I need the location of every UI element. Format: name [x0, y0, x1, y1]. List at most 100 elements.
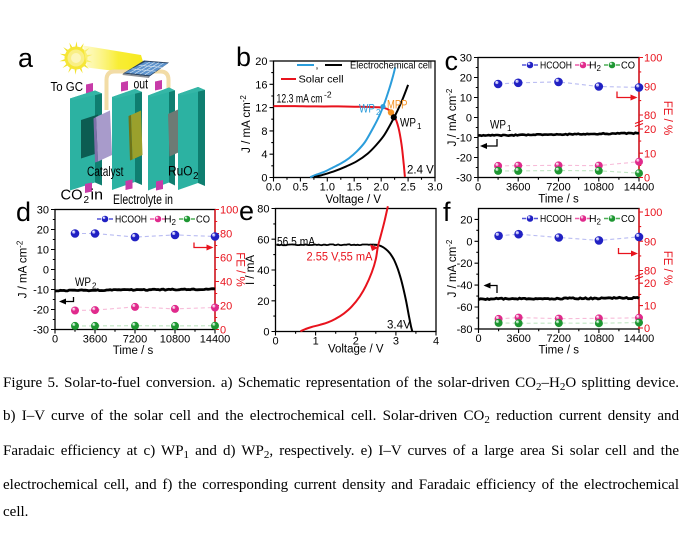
svg-text:-20: -20 — [456, 153, 472, 165]
svg-text:Electrolyte in: Electrolyte in — [113, 192, 173, 207]
svg-text:0: 0 — [644, 173, 650, 185]
svg-text:e: e — [239, 196, 254, 226]
svg-text:1.0: 1.0 — [320, 181, 335, 193]
svg-text:3600: 3600 — [506, 333, 530, 345]
svg-text:0: 0 — [644, 323, 650, 335]
svg-text:MPP: MPP — [387, 98, 408, 112]
svg-text:56.5 mA: 56.5 mA — [277, 237, 315, 249]
svg-text:4: 4 — [433, 335, 439, 347]
svg-text:90: 90 — [644, 81, 656, 93]
svg-text:-60: -60 — [457, 302, 473, 314]
svg-text:0: 0 — [466, 113, 472, 125]
svg-text:14400: 14400 — [200, 333, 231, 345]
svg-text:J / mA cm-2: J / mA cm-2 — [239, 95, 253, 153]
svg-text:out: out — [134, 77, 149, 92]
svg-text:FE / %: FE / % — [661, 251, 673, 286]
svg-text:Electrochemical cell: Electrochemical cell — [350, 60, 432, 72]
svg-text:0: 0 — [43, 265, 49, 277]
svg-text:10: 10 — [644, 148, 656, 160]
svg-text:10: 10 — [644, 301, 656, 313]
svg-text:3.4V: 3.4V — [387, 320, 411, 332]
svg-text:20: 20 — [460, 73, 472, 85]
svg-text:d: d — [16, 197, 31, 227]
svg-text:-30: -30 — [33, 325, 49, 337]
svg-text:FE / %: FE / % — [661, 101, 673, 136]
svg-text:HCOOH: HCOOH — [115, 214, 147, 226]
svg-text:20: 20 — [644, 278, 656, 290]
svg-text:7200: 7200 — [546, 181, 570, 193]
svg-text:a: a — [18, 43, 34, 73]
svg-text:CO: CO — [61, 188, 83, 204]
svg-text:in: in — [91, 188, 104, 204]
svg-text:c: c — [445, 46, 459, 76]
svg-text:CO: CO — [621, 213, 635, 225]
svg-text:Voltage / V: Voltage / V — [325, 194, 381, 206]
svg-text:0: 0 — [263, 327, 269, 339]
svg-text:H: H — [589, 60, 597, 72]
svg-text:2: 2 — [597, 218, 602, 227]
svg-text:0.5: 0.5 — [293, 181, 308, 193]
svg-text:CO: CO — [196, 214, 210, 226]
svg-text:100: 100 — [220, 205, 238, 217]
svg-text:J / mA cm-2: J / mA cm-2 — [445, 88, 459, 146]
svg-text:3600: 3600 — [83, 333, 107, 345]
svg-text:2.5: 2.5 — [400, 181, 415, 193]
svg-text:0: 0 — [466, 236, 472, 248]
svg-text:2: 2 — [353, 335, 359, 347]
svg-text:10800: 10800 — [583, 181, 614, 193]
svg-text:Time / s: Time / s — [538, 194, 579, 206]
svg-text:40: 40 — [220, 277, 232, 289]
svg-text:2: 2 — [92, 282, 97, 291]
svg-text:HCOOH: HCOOH — [540, 213, 572, 225]
svg-text:-80: -80 — [457, 324, 473, 336]
svg-text:Catalyst: Catalyst — [87, 164, 124, 179]
svg-text:100: 100 — [644, 207, 662, 219]
svg-text:-10: -10 — [33, 285, 49, 297]
svg-text:10: 10 — [460, 93, 472, 105]
svg-text:30: 30 — [37, 205, 49, 217]
svg-text:0: 0 — [475, 181, 481, 193]
svg-text:To GC: To GC — [51, 79, 84, 94]
svg-text:0: 0 — [475, 333, 481, 345]
svg-text:I / mA: I / mA — [245, 255, 257, 285]
svg-text:1: 1 — [313, 335, 319, 347]
svg-text:0: 0 — [220, 325, 226, 337]
svg-text:Solar cell: Solar cell — [299, 74, 344, 86]
svg-text:,: , — [316, 60, 319, 72]
svg-text:-20: -20 — [33, 305, 49, 317]
svg-text:-10: -10 — [456, 133, 472, 145]
svg-text:RuO: RuO — [168, 164, 193, 179]
svg-text:7200: 7200 — [123, 333, 147, 345]
svg-text:14400: 14400 — [624, 181, 655, 193]
svg-text:f: f — [443, 197, 451, 227]
svg-text:3600: 3600 — [506, 181, 530, 193]
svg-text:-30: -30 — [456, 173, 472, 185]
svg-text:80: 80 — [644, 110, 656, 122]
svg-text:2.4 V: 2.4 V — [407, 165, 434, 177]
svg-text:Voltage / V: Voltage / V — [328, 344, 384, 356]
svg-text:20: 20 — [644, 124, 656, 136]
svg-text:100: 100 — [644, 53, 662, 65]
svg-text:J / mA cm-2: J / mA cm-2 — [16, 240, 30, 298]
svg-text:10800: 10800 — [584, 333, 615, 345]
svg-text:WP: WP — [490, 120, 506, 132]
svg-text:30: 30 — [460, 53, 472, 65]
svg-text:10800: 10800 — [160, 333, 191, 345]
svg-text:20: 20 — [37, 225, 49, 237]
svg-text:2.55 V,55 mA: 2.55 V,55 mA — [307, 252, 373, 264]
svg-text:H: H — [164, 214, 172, 226]
svg-text:1.5: 1.5 — [347, 181, 362, 193]
svg-text:-20: -20 — [457, 258, 473, 270]
svg-text:0: 0 — [272, 335, 278, 347]
svg-text:80: 80 — [220, 229, 232, 241]
svg-text:80: 80 — [644, 266, 656, 278]
svg-text:H: H — [589, 213, 597, 225]
svg-text:2: 2 — [172, 218, 177, 227]
svg-text:3.0: 3.0 — [427, 181, 442, 193]
svg-text:60: 60 — [257, 234, 269, 246]
svg-text:20: 20 — [257, 296, 269, 308]
svg-text:2.0: 2.0 — [374, 181, 389, 193]
svg-text:10: 10 — [37, 245, 49, 257]
svg-text:1: 1 — [417, 122, 422, 131]
svg-text:60: 60 — [220, 253, 232, 265]
